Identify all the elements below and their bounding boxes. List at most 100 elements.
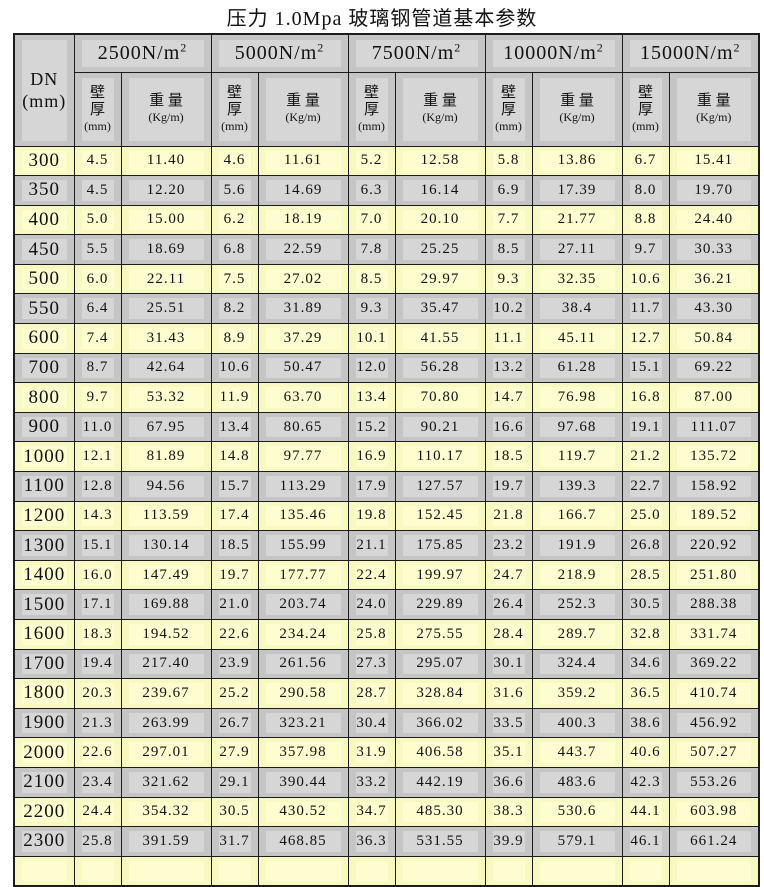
thickness-cell: 19.7 [484,471,533,502]
thickness-cell: 15.2 [347,411,396,443]
thickness-cell: 36.5 [621,678,670,709]
weight-cell: 67.95 [120,411,212,443]
weight-cell: 199.97 [394,559,486,591]
thickness-cell: 5.6 [210,175,259,206]
weight-cell: 22.59 [257,234,349,265]
thickness-cell: 5.8 [484,145,533,177]
thickness-cell: 6.9 [484,175,533,206]
weight-cell: 553.26 [668,766,760,798]
weight-cell: 135.72 [668,441,760,473]
weight-cell: 42.64 [120,352,212,384]
table-row: 1300 15.1 130.14 18.5 155.99 21.1 175.85 23.2 19… [13,530,760,561]
dn-cell: 1700 [13,648,75,680]
weight-cell: 323.21 [257,707,349,739]
thickness-cell: 19.1 [621,411,670,443]
weight-cell: 127.57 [394,471,486,502]
thickness-cell: 5.5 [73,234,122,265]
weight-cell: 357.98 [257,737,349,768]
weight-cell [531,855,623,887]
thickness-cell: 10.6 [621,263,670,295]
thickness-cell: 34.7 [347,796,396,828]
weight-cell: 70.80 [394,382,486,413]
weight-cell: 50.47 [257,352,349,384]
thickness-cell: 24.0 [347,589,396,620]
weight-cell: 261.56 [257,648,349,680]
dn-cell: 500 [13,263,75,295]
weight-cell: 155.99 [257,530,349,561]
table-row: 900 11.0 67.95 13.4 80.65 15.2 90.21 16.6 97.68 1… [13,411,760,443]
table-row: 1000 12.1 81.89 14.8 97.77 16.9 110.17 18.5 119.… [13,441,760,473]
weight-cell: 61.28 [531,352,623,384]
weight-cell: 50.84 [668,323,760,354]
dn-cell: 900 [13,411,75,443]
subheader-thickness-1: 壁厚 (mm) [210,71,259,147]
weight-cell: 275.55 [394,619,486,650]
weight-cell: 194.52 [120,619,212,650]
dn-cell: 400 [13,204,75,236]
thickness-cell: 34.6 [621,648,670,680]
thickness-cell: 23.2 [484,530,533,561]
thickness-cell: 10.1 [347,323,396,354]
thickness-cell: 6.7 [621,145,670,177]
thickness-cell: 18.5 [484,441,533,473]
thickness-cell: 14.8 [210,441,259,473]
dn-cell: 800 [13,382,75,413]
weight-cell: 430.52 [257,796,349,828]
thickness-cell: 8.2 [210,293,259,325]
dn-cell: 700 [13,352,75,384]
weight-cell: 229.89 [394,589,486,620]
thickness-cell: 8.8 [621,204,670,236]
thickness-cell: 11.0 [73,411,122,443]
thickness-cell: 36.3 [347,826,396,857]
dn-unit: (mm) [22,91,67,112]
weight-cell: 18.69 [120,234,212,265]
weight-cell: 400.3 [531,707,623,739]
thickness-cell: 25.8 [347,619,396,650]
weight-cell: 45.11 [531,323,623,354]
thickness-cell [210,855,259,887]
dn-cell: 1200 [13,500,75,532]
weight-cell: 483.6 [531,766,623,798]
weight-cell: 31.43 [120,323,212,354]
thickness-cell: 15.7 [210,471,259,502]
thickness-cell: 10.6 [210,352,259,384]
thickness-cell: 11.1 [484,323,533,354]
weight-cell: 507.27 [668,737,760,768]
thickness-cell: 14.7 [484,382,533,413]
thickness-cell: 11.9 [210,382,259,413]
weight-cell: 63.70 [257,382,349,413]
weight-cell: 97.68 [531,411,623,443]
thickness-cell: 28.7 [347,678,396,709]
weight-cell: 354.32 [120,796,212,828]
thickness-cell [73,855,122,887]
weight-cell: 80.65 [257,411,349,443]
col-group-2500nm: 2500N/m2 [73,33,212,73]
thickness-cell: 24.4 [73,796,122,828]
table-row [13,855,760,887]
thickness-cell: 22.6 [210,619,259,650]
weight-cell: 147.49 [120,559,212,591]
thickness-cell: 25.8 [73,826,122,857]
thickness-cell: 29.1 [210,766,259,798]
weight-cell: 263.99 [120,707,212,739]
subheader-thickness-4: 壁厚 (mm) [621,71,670,147]
weight-cell: 16.14 [394,175,486,206]
thickness-cell: 33.2 [347,766,396,798]
thickness-cell: 28.4 [484,619,533,650]
thickness-cell: 19.4 [73,648,122,680]
thickness-cell: 15.1 [73,530,122,561]
weight-cell: 158.92 [668,471,760,502]
thickness-cell: 38.6 [621,707,670,739]
thickness-cell: 21.2 [621,441,670,473]
weight-cell: 69.22 [668,352,760,384]
weight-cell: 43.30 [668,293,760,325]
table-row: 1600 18.3 194.52 22.6 234.24 25.8 275.55 28.4 28… [13,619,760,650]
thickness-cell: 25.0 [621,500,670,532]
thickness-cell: 26.4 [484,589,533,620]
thickness-cell: 31.7 [210,826,259,857]
weight-cell: 21.77 [531,204,623,236]
dn-cell: 2300 [13,826,75,857]
thickness-cell: 25.2 [210,678,259,709]
subheader-thickness-2: 壁厚 (mm) [347,71,396,147]
subheader-thickness-3: 壁厚 (mm) [484,71,533,147]
